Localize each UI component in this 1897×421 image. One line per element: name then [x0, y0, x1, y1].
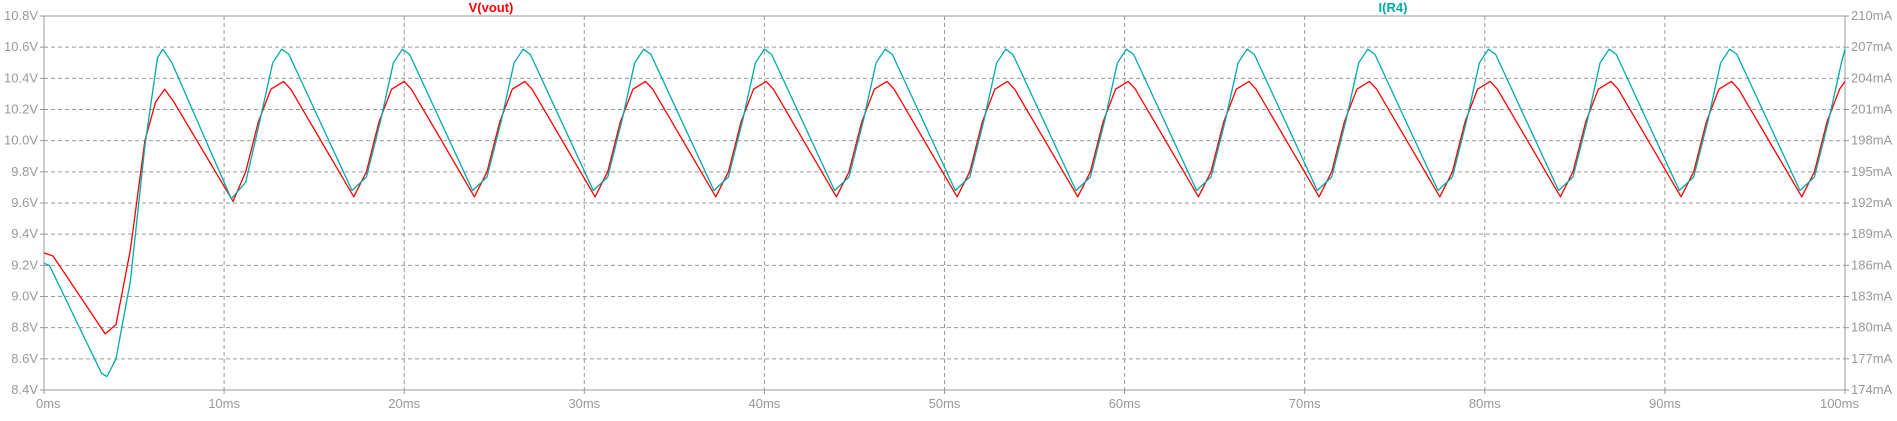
x-tick-label: 90ms — [1649, 396, 1681, 411]
x-tick-label: 30ms — [568, 396, 600, 411]
y-left-tick-label: 10.2V — [4, 102, 38, 117]
y-left-tick-labels: 8.4V 8.6V 8.8V 9.0V 9.2V 9.4V 9.6V 9.8V 10.0V 10.… — [4, 8, 38, 397]
y-left-tick-label: 9.4V — [11, 226, 38, 241]
y-right-tick-label: 210mA — [1851, 8, 1893, 23]
y-right-tick-label: 174mA — [1851, 382, 1893, 397]
y-left-tick-label: 8.4V — [11, 382, 38, 397]
trace-vout — [43, 80, 1846, 335]
y-left-tick-label: 8.8V — [11, 320, 38, 335]
trace-title-ir4[interactable]: I(R4) — [1379, 0, 1408, 15]
x-tick-label: 10ms — [208, 396, 240, 411]
series-traces — [43, 48, 1846, 378]
y-right-tick-label: 189mA — [1851, 226, 1893, 241]
grid-lines — [44, 16, 1845, 390]
y-left-tick-label: 8.6V — [11, 351, 38, 366]
x-tick-label: 40ms — [749, 396, 781, 411]
y-left-tick-label: 10.4V — [4, 70, 38, 85]
y-right-tick-label: 177mA — [1851, 351, 1893, 366]
y-right-tick-label: 201mA — [1851, 102, 1893, 117]
x-tick-label: 80ms — [1469, 396, 1501, 411]
y-left-tick-label: 9.2V — [11, 257, 38, 272]
y-left-tick-label: 9.8V — [11, 164, 38, 179]
x-tick-label: 50ms — [929, 396, 961, 411]
x-tick-labels: 0ms 10ms 20ms 30ms 40ms 50ms 60ms 70ms 80ms 90ms 1… — [36, 396, 1859, 411]
y-right-tick-label: 180mA — [1851, 320, 1893, 335]
x-tick-label: 0ms — [36, 396, 61, 411]
trace-title-vout[interactable]: V(vout) — [469, 0, 514, 15]
x-tick-label: 60ms — [1109, 396, 1141, 411]
y-left-tick-label: 9.6V — [11, 195, 38, 210]
y-left-tick-label: 10.6V — [4, 39, 38, 54]
axis-ticks — [40, 15, 1849, 394]
trace-ir4 — [43, 48, 1846, 378]
y-right-tick-label: 204mA — [1851, 70, 1893, 85]
y-right-tick-label: 183mA — [1851, 289, 1893, 304]
y-right-tick-labels: 174mA 177mA 180mA 183mA 186mA 189mA 192mA 195mA… — [1851, 8, 1893, 397]
y-left-tick-label: 9.0V — [11, 289, 38, 304]
x-tick-label: 20ms — [388, 396, 420, 411]
x-tick-label: 70ms — [1289, 396, 1321, 411]
y-right-tick-label: 198mA — [1851, 133, 1893, 148]
y-right-tick-label: 195mA — [1851, 164, 1893, 179]
x-tick-label: 100ms — [1820, 396, 1860, 411]
y-right-tick-label: 192mA — [1851, 195, 1893, 210]
y-right-tick-label: 186mA — [1851, 257, 1893, 272]
y-left-tick-label: 10.8V — [4, 8, 38, 23]
y-right-tick-label: 207mA — [1851, 39, 1893, 54]
y-left-tick-label: 10.0V — [4, 133, 38, 148]
